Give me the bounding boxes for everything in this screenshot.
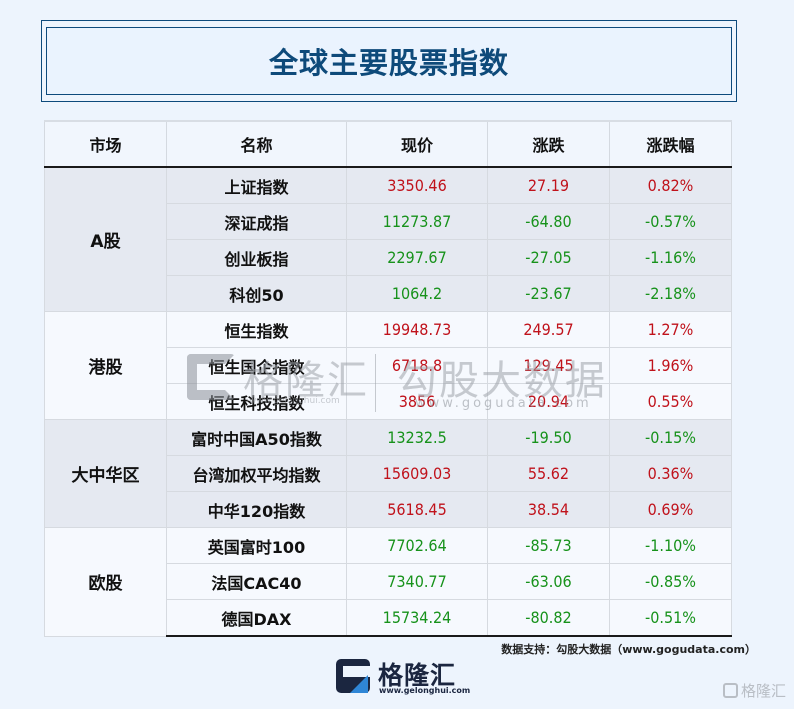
table-row: 欧股 英国富时100 7702.64 -85.73 -1.10% (44, 527, 732, 637)
change-pct-cell: 1.96% (609, 347, 732, 384)
index-name: 创业板指 (166, 239, 347, 276)
price-cell: 15609.03 (346, 455, 488, 492)
price-cell: 3350.46 (346, 166, 488, 204)
table-row: 创业板指 2297.67 -27.05 -1.16% (45, 239, 732, 276)
price-cell: 2297.67 (346, 239, 488, 276)
title-box: 全球主要股票指数 (46, 27, 732, 95)
header-change-pct: 涨跌幅 (609, 120, 732, 168)
change-pct-cell: 1.27% (609, 311, 732, 348)
corner-watermark: 格隆汇 (722, 680, 786, 701)
index-table: 市场 名称 现价 涨跌 涨跌幅 A股 上证指数 3350.46 27.19 0.… (44, 120, 732, 637)
index-name: 科创50 (166, 275, 347, 312)
market-cell: 欧股 (44, 527, 167, 637)
table-row: 科创50 1064.2 -23.67 -2.18% (45, 275, 732, 312)
index-name: 恒生科技指数 (166, 383, 347, 420)
page-title: 全球主要股票指数 (268, 46, 509, 80)
table-row: 大中华区 富时中国A50指数 13232.5 -19.50 -0.15% (44, 419, 732, 528)
change-cell: -64.80 (487, 203, 610, 240)
change-cell: 55.62 (487, 455, 610, 492)
table-row: 中华120指数 5618.45 38.54 0.69% (45, 491, 732, 528)
table-header-row: 市场 名称 现价 涨跌 涨跌幅 (44, 120, 732, 168)
table-row: 法国CAC40 7340.77 -63.06 -0.85% (45, 563, 732, 600)
index-name: 上证指数 (166, 166, 347, 204)
change-pct-cell: -2.18% (609, 275, 732, 312)
index-name: 英国富时100 (166, 527, 347, 564)
change-pct-cell: 0.55% (609, 383, 732, 420)
header-price: 现价 (346, 120, 488, 168)
gelonghui-logo-icon (336, 659, 370, 693)
change-pct-cell: -0.85% (609, 563, 732, 600)
price-cell: 5618.45 (346, 491, 488, 528)
change-cell: -27.05 (487, 239, 610, 276)
index-name: 德国DAX (166, 599, 347, 637)
index-name: 恒生指数 (166, 311, 347, 348)
index-name: 富时中国A50指数 (166, 419, 347, 456)
group-a-shares: A股 上证指数 3350.46 27.19 0.82% 深证成指 11273.8… (44, 166, 732, 312)
logo-url: www.gelonghui.com (379, 686, 471, 695)
change-pct-cell: -1.10% (609, 527, 732, 564)
change-cell: 20.94 (487, 383, 610, 420)
group-hk-shares: 港股 恒生指数 19948.73 249.57 1.27% 恒生国企指数 671… (44, 311, 732, 420)
change-cell: 27.19 (487, 166, 610, 204)
title-frame: 全球主要股票指数 (41, 20, 737, 102)
group-europe: 欧股 英国富时100 7702.64 -85.73 -1.10% 法国CAC40… (44, 527, 732, 637)
change-pct-cell: -0.51% (609, 599, 732, 637)
change-pct-cell: 0.82% (609, 166, 732, 204)
footer-logo: 格隆汇 www.gelonghui.com (336, 656, 476, 696)
index-name: 台湾加权平均指数 (166, 455, 347, 492)
price-cell: 11273.87 (346, 203, 488, 240)
price-cell: 6718.8 (346, 347, 488, 384)
price-cell: 19948.73 (346, 311, 488, 348)
change-cell: -85.73 (487, 527, 610, 564)
index-name: 法国CAC40 (166, 563, 347, 600)
change-pct-cell: -0.57% (609, 203, 732, 240)
price-cell: 3856 (346, 383, 488, 420)
table-row: 港股 恒生指数 19948.73 249.57 1.27% (44, 311, 732, 420)
table-row: 恒生国企指数 6718.8 129.45 1.96% (45, 347, 732, 384)
group-greater-china: 大中华区 富时中国A50指数 13232.5 -19.50 -0.15% 台湾加… (44, 419, 732, 528)
price-cell: 15734.24 (346, 599, 488, 637)
corner-logo-text: 格隆汇 (740, 682, 786, 700)
corner-logo-icon (722, 683, 738, 698)
change-cell: -23.67 (487, 275, 610, 312)
index-name: 恒生国企指数 (166, 347, 347, 384)
change-cell: -19.50 (487, 419, 610, 456)
price-cell: 1064.2 (346, 275, 488, 312)
table-row: 深证成指 11273.87 -64.80 -0.57% (45, 203, 732, 240)
market-cell: 大中华区 (44, 419, 167, 528)
price-cell: 13232.5 (346, 419, 488, 456)
change-pct-cell: 0.36% (609, 455, 732, 492)
price-cell: 7702.64 (346, 527, 488, 564)
change-cell: -63.06 (487, 563, 610, 600)
change-pct-cell: 0.69% (609, 491, 732, 528)
header-market: 市场 (44, 120, 167, 168)
market-cell: A股 (44, 166, 167, 312)
change-cell: -80.82 (487, 599, 610, 637)
table-row: 台湾加权平均指数 15609.03 55.62 0.36% (45, 455, 732, 492)
table-row: A股 上证指数 3350.46 27.19 0.82% (44, 166, 732, 312)
data-source-note: 数据支持：勾股大数据（www.gogudata.com） (501, 643, 756, 656)
change-cell: 249.57 (487, 311, 610, 348)
index-name: 中华120指数 (166, 491, 347, 528)
change-pct-cell: -1.16% (609, 239, 732, 276)
logo-text: 格隆汇 (378, 661, 457, 690)
table-row: 德国DAX 15734.24 -80.82 -0.51% (45, 599, 732, 637)
header-name: 名称 (166, 120, 347, 168)
change-cell: 129.45 (487, 347, 610, 384)
market-cell: 港股 (44, 311, 167, 420)
header-change: 涨跌 (487, 120, 610, 168)
price-cell: 7340.77 (346, 563, 488, 600)
index-name: 深证成指 (166, 203, 347, 240)
change-pct-cell: -0.15% (609, 419, 732, 456)
change-cell: 38.54 (487, 491, 610, 528)
